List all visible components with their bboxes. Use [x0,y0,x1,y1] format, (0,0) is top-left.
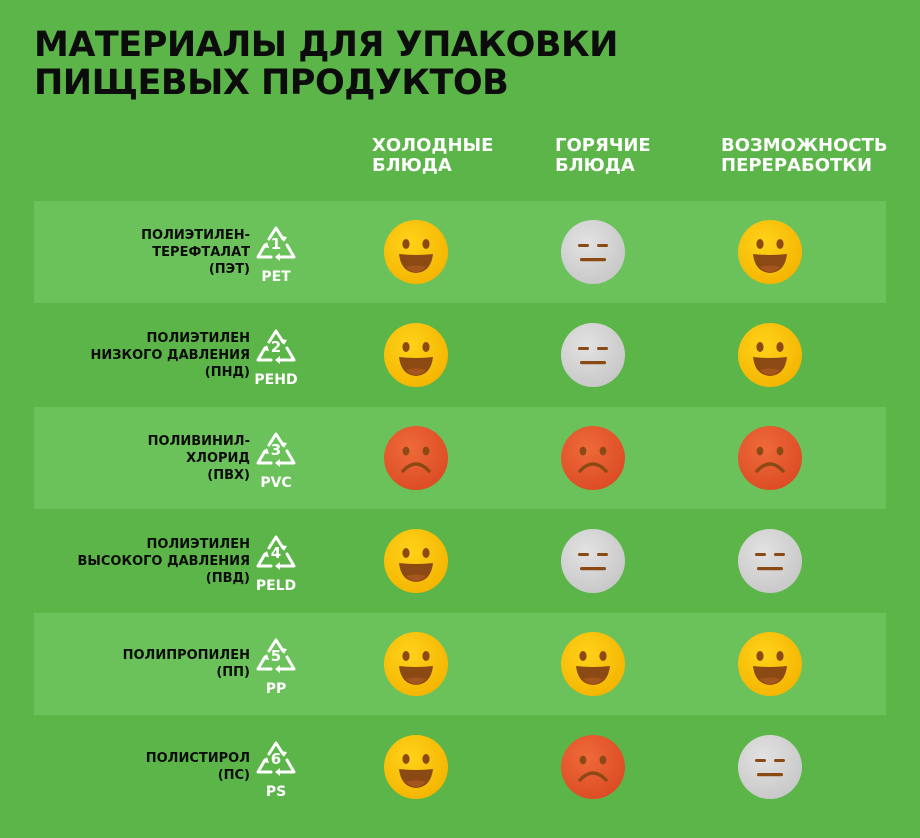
material-name-line: (ПЭТ) [208,261,250,277]
material-name: ПОЛИЭТИЛЕН НИЗКОГО ДАВЛЕНИЯ (ПНД) [90,304,250,406]
material-name-line: (ПС) [217,768,250,783]
neutral-face-icon [561,323,625,387]
material-name-line: (ПП) [216,665,250,680]
material-name-line: ПОЛИЭТИЛЕН [146,536,250,552]
material-name-line: (ПВХ) [207,467,250,483]
happy-face-icon [561,632,625,696]
neutral-face-icon [561,529,625,593]
recycle-code-label: PET [261,269,291,285]
material-name-line: ХЛОРИД [186,450,250,466]
sad-face-icon [384,426,448,490]
material-row: ПОЛИЭТИЛЕН- ТЕРЕФТАЛАТ (ПЭТ) 1 PET [34,201,886,303]
material-name-line: (ПВД) [205,570,250,586]
material-name: ПОЛИЭТИЛЕН- ТЕРЕФТАЛАТ (ПЭТ) [141,201,250,303]
happy-face-icon [384,220,448,284]
material-name: ПОЛИВИНИЛ- ХЛОРИД (ПВХ) [148,407,250,509]
material-name-line: ПОЛИВИНИЛ- [147,433,250,449]
material-name-line: ТЕРЕФТАЛАТ [152,244,250,260]
recycle-code-label: PVC [260,475,292,491]
page-title: МАТЕРИАЛЫ ДЛЯ УПАКОВКИ ПИЩЕВЫХ ПРОДУКТОВ [34,25,618,103]
material-name: ПОЛИЭТИЛЕН ВЫСОКОГО ДАВЛЕНИЯ (ПВД) [77,510,250,612]
material-row: ПОЛИЭТИЛЕН ВЫСОКОГО ДАВЛЕНИЯ (ПВД) 4 PELD [34,510,886,612]
recycle-number: 5 [270,647,282,665]
recycle-number: 3 [270,441,282,459]
material-name-line: ПОЛИСТИРОЛ [145,751,250,766]
material-name-line: ПОЛИЭТИЛЕН- [141,227,250,243]
happy-face-icon [384,735,448,799]
recycle-code-label: PP [265,681,287,697]
happy-face-icon [384,529,448,593]
material-name: ПОЛИПРОПИЛЕН (ПП) [123,613,250,715]
material-row: ПОЛИЭТИЛЕН НИЗКОГО ДАВЛЕНИЯ (ПНД) 2 PEHD [34,304,886,406]
material-name-line: НИЗКОГО ДАВЛЕНИЯ [90,347,250,363]
sad-face-icon [738,426,802,490]
column-header-cold: ХОЛОДНЫЕ БЛЮДА [372,135,494,176]
happy-face-icon [738,632,802,696]
recycle-code-label: PS [265,784,287,800]
material-row: ПОЛИВИНИЛ- ХЛОРИД (ПВХ) 3 PVC [34,407,886,509]
neutral-face-icon [738,735,802,799]
recycle-number: 2 [270,338,282,356]
happy-face-icon [738,220,802,284]
recycle-code-icon: 2 PEHD [254,326,298,392]
material-name-line: ПОЛИЭТИЛЕН [146,330,250,346]
recycle-code-label: PELD [255,578,297,594]
recycle-number: 6 [270,750,282,768]
recycle-code-icon: 3 PVC [254,429,298,495]
material-name-line: (ПНД) [204,364,250,380]
happy-face-icon [738,323,802,387]
column-header-recycling: ВОЗМОЖНОСТЬ ПЕРЕРАБОТКИ [721,135,888,176]
recycle-number: 4 [270,544,282,562]
neutral-face-icon [561,220,625,284]
recycle-number: 1 [270,235,282,253]
recycle-code-icon: 5 PP [254,635,298,701]
sad-face-icon [561,426,625,490]
column-header-hot: ГОРЯЧИЕ БЛЮДА [555,135,651,176]
material-name-line: ВЫСОКОГО ДАВЛЕНИЯ [77,553,250,569]
material-name: ПОЛИСТИРОЛ (ПС) [146,716,250,818]
material-row: ПОЛИПРОПИЛЕН (ПП) 5 PP [34,613,886,715]
happy-face-icon [384,632,448,696]
recycle-code-icon: 6 PS [254,738,298,804]
happy-face-icon [384,323,448,387]
sad-face-icon [561,735,625,799]
recycle-code-icon: 4 PELD [254,532,298,598]
recycle-code-label: PEHD [254,372,298,388]
material-name-line: ПОЛИПРОПИЛЕН [122,648,250,663]
recycle-code-icon: 1 PET [254,223,298,289]
neutral-face-icon [738,529,802,593]
material-row: ПОЛИСТИРОЛ (ПС) 6 PS [34,716,886,818]
